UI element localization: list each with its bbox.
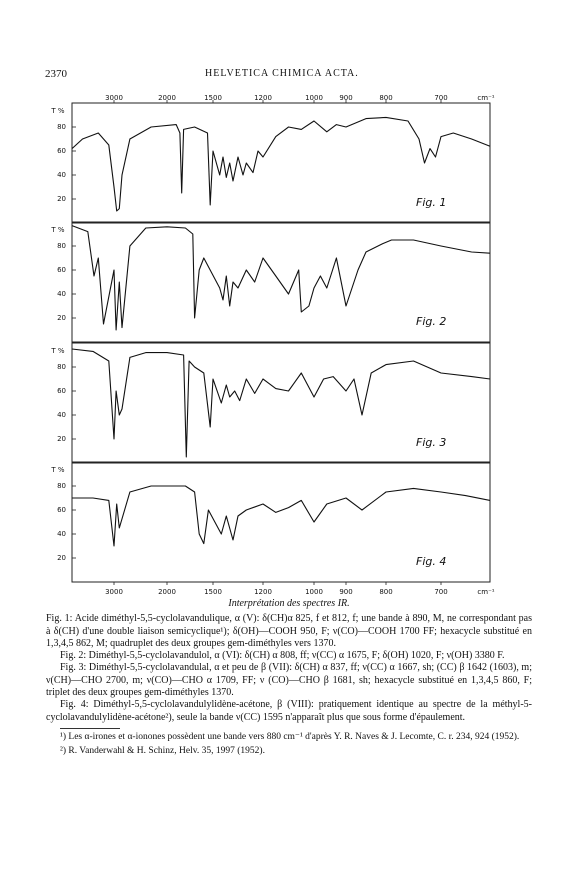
panel-frame — [71, 461, 491, 583]
y-tick-label: 60 — [57, 147, 66, 155]
y-tick-label: 40 — [57, 290, 66, 298]
x-tick-label: 1500 — [204, 588, 222, 596]
figure-label: Fig. 2 — [416, 315, 446, 328]
figure-label: Fig. 1 — [416, 196, 446, 209]
journal-title: HELVETICA CHIMICA ACTA. — [205, 68, 359, 79]
y-tick-label: 80 — [57, 123, 66, 131]
page-number: 2370 — [45, 68, 67, 80]
spectra-figure: 3000 2000 1500 1200 1000 900 800 700 cm⁻¹ 3000 200… — [50, 94, 494, 596]
y-tick-label: 20 — [57, 435, 66, 443]
x-unit: cm⁻¹ — [477, 588, 494, 596]
figure-label: Fig. 4 — [416, 555, 446, 568]
x-tick-label: 2000 — [158, 94, 176, 102]
y-tick-label: 20 — [57, 314, 66, 322]
y-tick-label: 80 — [57, 242, 66, 250]
y-tick-label: 60 — [57, 506, 66, 514]
figure-label: Fig. 3 — [416, 436, 446, 449]
x-tick-label: 2000 — [158, 588, 176, 596]
x-tick-label: 1000 — [305, 588, 323, 596]
ir-spectrum — [71, 348, 491, 458]
y-tick-label: 60 — [57, 266, 66, 274]
ir-spectrum — [71, 116, 491, 212]
y-axis-label: T % — [50, 347, 65, 355]
y-tick-label: 40 — [57, 530, 66, 538]
x-tick-label: 3000 — [105, 588, 123, 596]
ir-spectrum — [71, 225, 491, 331]
panel-frame — [71, 102, 491, 224]
y-axis-label: T % — [50, 107, 65, 115]
x-tick-label: 800 — [379, 588, 392, 596]
y-tick-label: 80 — [57, 363, 66, 371]
x-tick-label: 800 — [379, 94, 392, 102]
caption: Interprétation des spectres IR. Fig. 1: … — [46, 598, 532, 758]
footnote: ¹) Les α-irones et α-ionones possèdent u… — [60, 731, 520, 742]
panel-frame — [71, 342, 491, 464]
y-tick-label: 60 — [57, 387, 66, 395]
x-tick-label: 700 — [434, 94, 447, 102]
y-tick-label: 20 — [57, 195, 66, 203]
x-tick-label: 1200 — [254, 588, 272, 596]
x-tick-label: 700 — [434, 588, 447, 596]
x-unit: cm⁻¹ — [477, 94, 494, 102]
panel-frame — [71, 221, 491, 343]
x-tick-label: 1200 — [254, 94, 272, 102]
caption-paragraph: Fig. 1: Acide diméthyl-5,5-cyclolavandul… — [46, 613, 532, 649]
caption-title: Interprétation des spectres IR. — [228, 598, 350, 609]
x-tick-label: 3000 — [105, 94, 123, 102]
y-tick-label: 40 — [57, 171, 66, 179]
caption-paragraph: Fig. 2: Diméthyl-5,5-cyclolavandulol, α … — [60, 650, 505, 662]
footnote-rule — [60, 727, 120, 729]
x-tick-label: 1500 — [204, 94, 222, 102]
y-tick-label: 20 — [57, 554, 66, 562]
x-tick-label: 900 — [339, 588, 352, 596]
x-tick-label: 900 — [339, 94, 352, 102]
x-tick-label: 1000 — [305, 94, 323, 102]
caption-paragraph: Fig. 3: Diméthyl-5,5-cyclolavandulal, α … — [46, 662, 532, 699]
y-tick-label: 40 — [57, 411, 66, 419]
footnote: ²) R. Vanderwahl & H. Schinz, Helv. 35, … — [60, 746, 265, 757]
y-axis-label: T % — [50, 226, 65, 234]
y-axis-label: T % — [50, 466, 65, 474]
ir-spectrum — [72, 485, 491, 547]
y-tick-label: 80 — [57, 482, 66, 490]
caption-paragraph: Fig. 4: Diméthyl-5,5-cyclolavandulylidèn… — [46, 699, 532, 723]
